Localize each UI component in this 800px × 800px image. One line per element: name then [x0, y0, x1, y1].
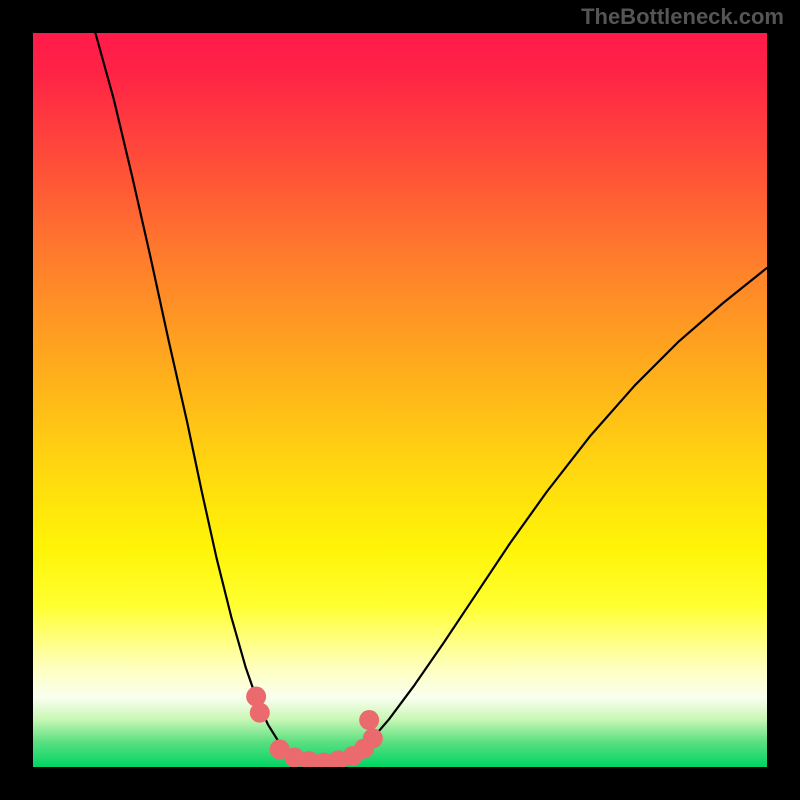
watermark-text: TheBottleneck.com [581, 4, 784, 30]
chart-background-gradient [33, 33, 767, 767]
